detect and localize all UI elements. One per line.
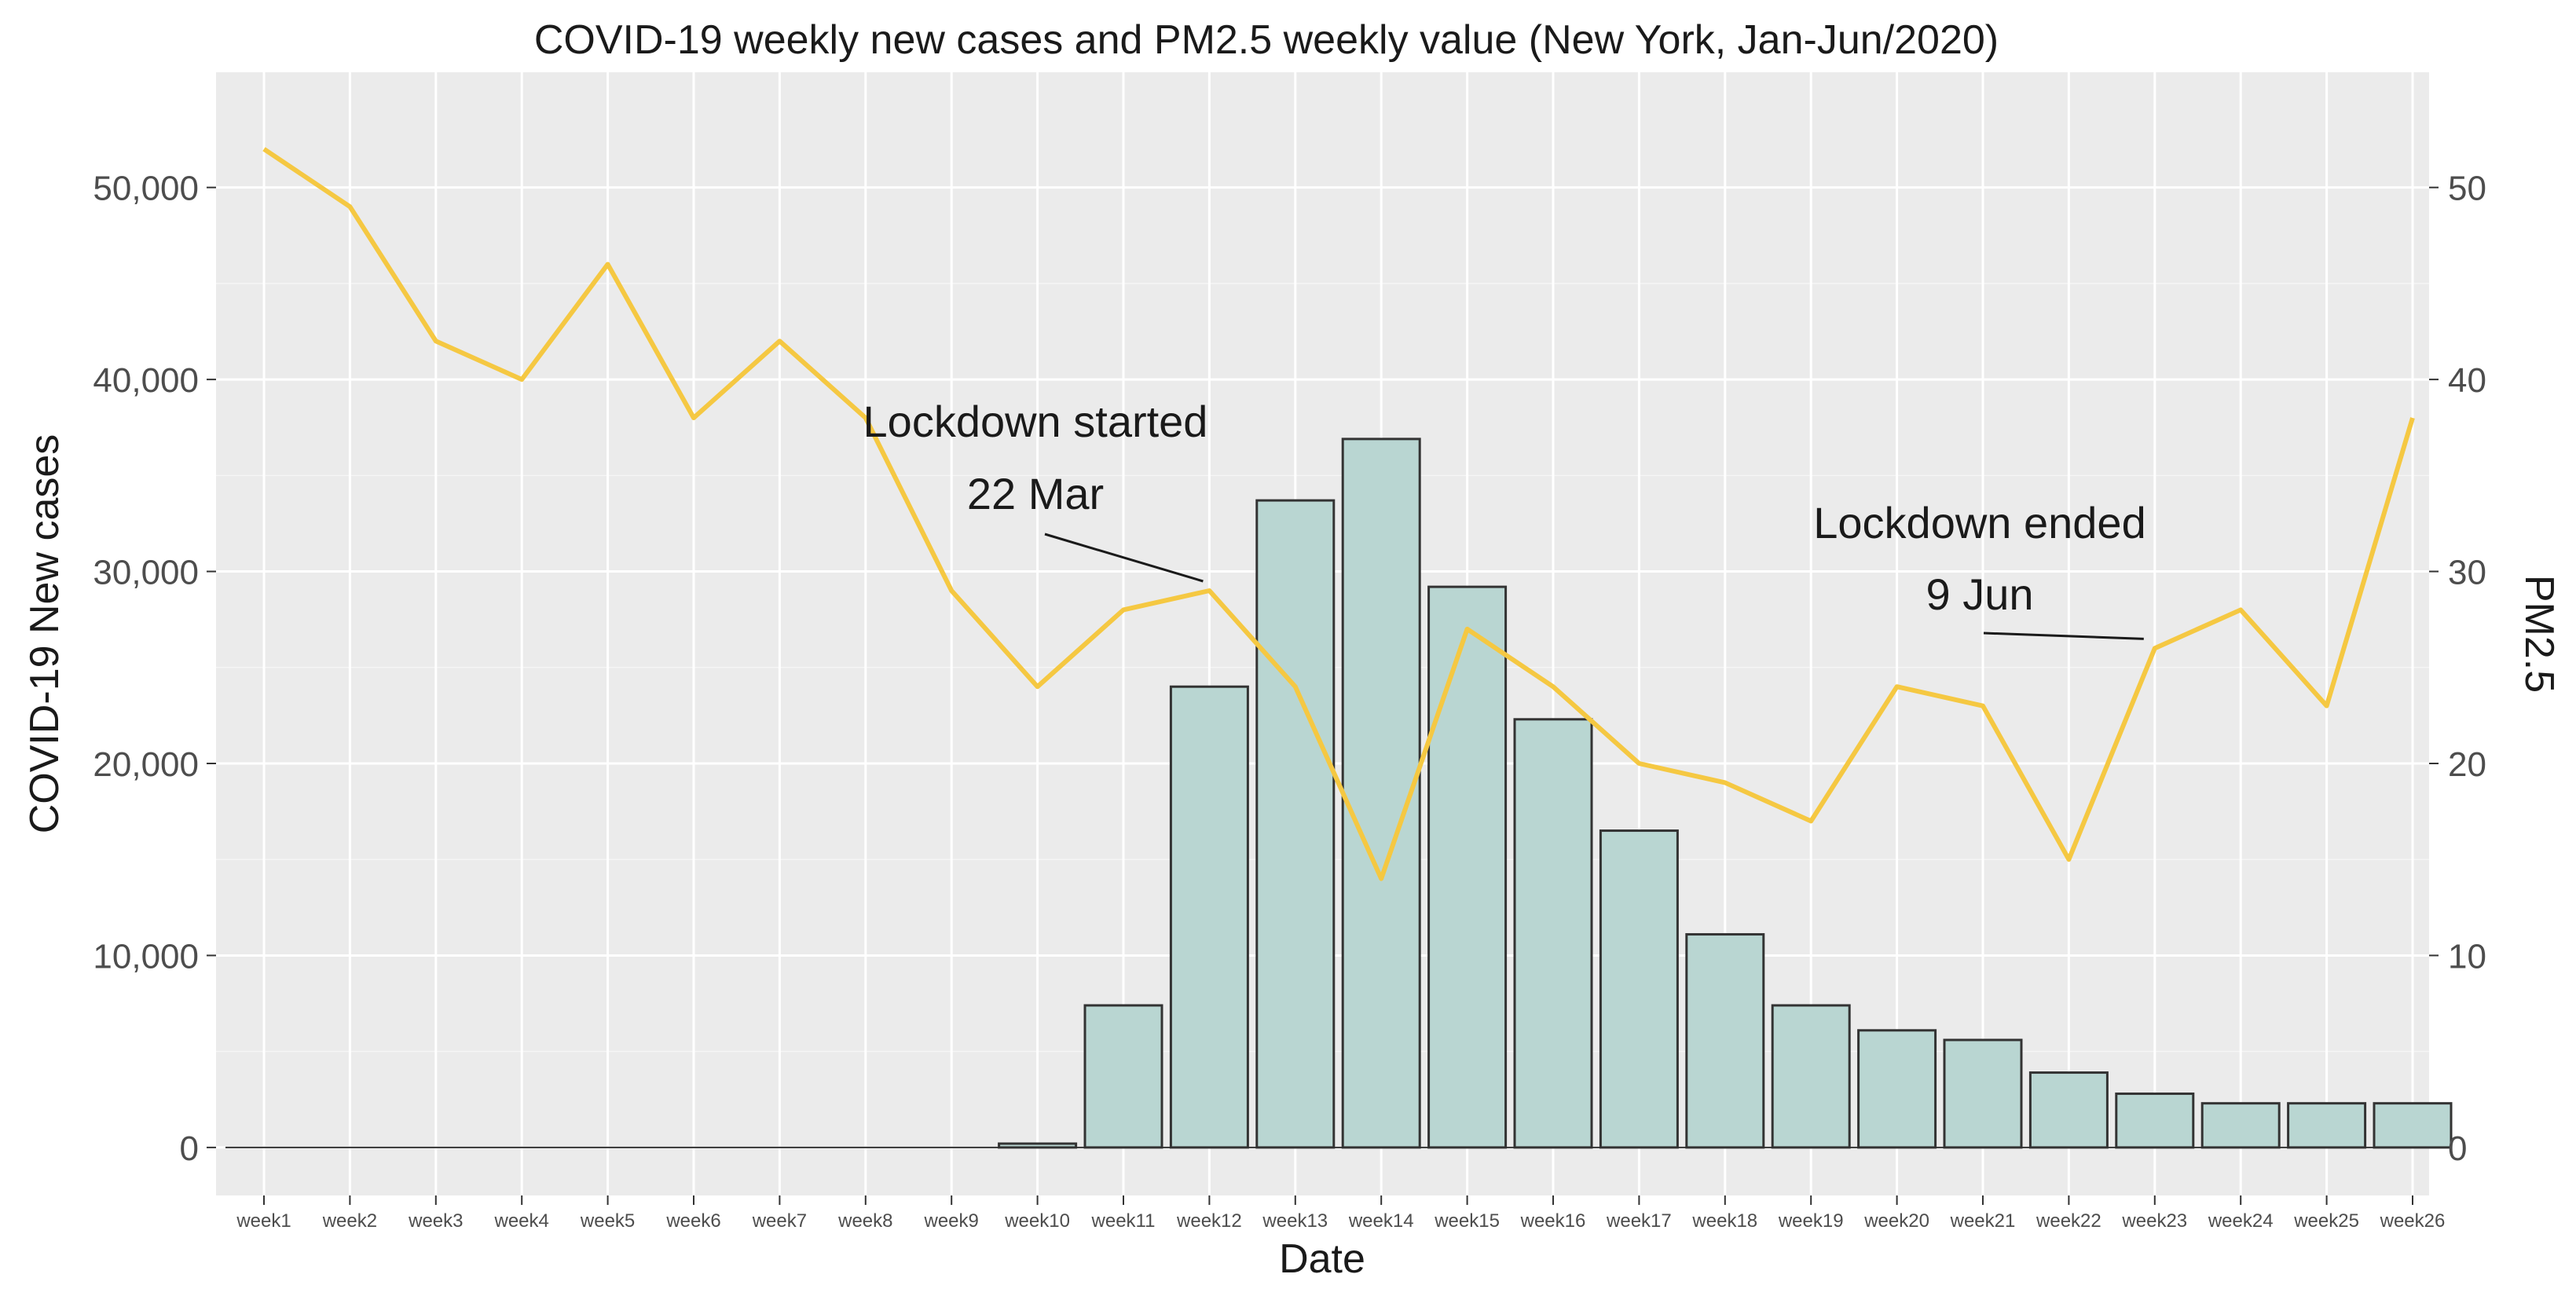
right-tick-label: 10	[2448, 937, 2486, 976]
bar-week13	[1255, 499, 1336, 1149]
bar-week25	[2287, 1102, 2367, 1149]
line-pm25	[262, 147, 2415, 881]
annotation-pointer	[1983, 632, 2144, 640]
right-tick-label: 0	[2448, 1129, 2467, 1168]
bar-week11	[1083, 1004, 1163, 1149]
x-tick-label-week17: week17	[1606, 1210, 1672, 1232]
x-tick-label-week3: week3	[408, 1210, 463, 1232]
x-tick-label-week15: week15	[1434, 1210, 1500, 1232]
bar-week17	[1599, 829, 1679, 1149]
left-tick-label: 50,000	[93, 170, 199, 208]
right-tick-label: 50	[2448, 170, 2486, 208]
x-tick-label-week26: week26	[2380, 1210, 2446, 1232]
annotation-title: Lockdown ended	[1813, 498, 2145, 547]
y-axis-title-right: PM2.5	[2516, 575, 2562, 693]
right-tick-label: 30	[2448, 554, 2486, 592]
x-tick-label-week5: week5	[580, 1210, 635, 1232]
bar-week20	[1857, 1029, 1937, 1149]
bar-week14	[1341, 437, 1421, 1149]
bars-covid-cases	[998, 437, 2453, 1149]
left-tick-label: 0	[180, 1129, 199, 1168]
x-tick-label-week2: week2	[322, 1210, 377, 1232]
x-tick-label-week18: week18	[1691, 1210, 1757, 1232]
x-tick-label-week23: week23	[2121, 1210, 2187, 1232]
x-tick-label-week10: week10	[1004, 1210, 1070, 1232]
left-tick-label: 40,000	[93, 361, 199, 400]
x-tick-label-week22: week22	[2036, 1210, 2101, 1232]
bar-week23	[2115, 1092, 2195, 1149]
x-tick-label-week24: week24	[2208, 1210, 2274, 1232]
bar-week19	[1771, 1004, 1851, 1149]
gridlines	[216, 72, 2429, 1195]
x-axis-ticks: week1 week2 week3 week4 week5 week6 week7 week8…	[236, 1195, 2445, 1232]
annotation-title: Lockdown started	[863, 397, 1208, 446]
x-tick-label-week7: week7	[752, 1210, 807, 1232]
left-tick-label: 10,000	[93, 937, 199, 976]
x-tick-label-week19: week19	[1778, 1210, 1844, 1232]
annotation-date: 9 Jun	[1926, 569, 2034, 619]
bar-week26	[2373, 1102, 2453, 1149]
bar-week18	[1685, 933, 1765, 1149]
bar-week12	[1169, 685, 1249, 1149]
bar-week21	[1943, 1038, 2023, 1149]
left-tick-label: 20,000	[93, 745, 199, 784]
x-tick-label-week25: week25	[2293, 1210, 2359, 1232]
x-axis-title: Date	[1279, 1236, 1365, 1282]
y-axis-title-left: COVID-19 New cases	[22, 434, 68, 834]
x-tick-label-week9: week9	[924, 1210, 979, 1232]
right-tick-label: 20	[2448, 745, 2486, 784]
chart-title: COVID-19 weekly new cases and PM2.5 week…	[534, 17, 1999, 63]
bar-week15	[1427, 585, 1508, 1149]
bar-week22	[2028, 1071, 2109, 1149]
x-tick-label-week12: week12	[1176, 1210, 1242, 1232]
annotation-pointer	[1044, 533, 1204, 583]
x-tick-label-week21: week21	[1950, 1210, 2016, 1232]
annotation-date: 22 Mar	[967, 469, 1104, 518]
left-tick-label: 30,000	[93, 554, 199, 592]
x-tick-label-week16: week16	[1520, 1210, 1586, 1232]
x-tick-label-week4: week4	[494, 1210, 549, 1232]
right-tick-label: 40	[2448, 361, 2486, 400]
x-tick-label-week13: week13	[1262, 1210, 1328, 1232]
right-axis-ticks: 0 10 20 30 40 50	[2429, 170, 2486, 1168]
x-tick-label-week14: week14	[1348, 1210, 1414, 1232]
bar-week16	[1513, 718, 1593, 1149]
x-tick-label-week1: week1	[236, 1210, 291, 1232]
x-tick-label-week8: week8	[837, 1210, 892, 1232]
left-axis-ticks: 0 10,000 20,000 30,000 40,000 50,000	[93, 170, 216, 1168]
x-tick-label-week6: week6	[665, 1210, 720, 1232]
x-tick-label-week11: week11	[1091, 1210, 1156, 1232]
x-tick-label-week20: week20	[1863, 1210, 1929, 1232]
annotations: Lockdown started 22 Mar Lockdown ended 9 Ju…	[863, 397, 2146, 640]
bar-week24	[2200, 1102, 2281, 1149]
